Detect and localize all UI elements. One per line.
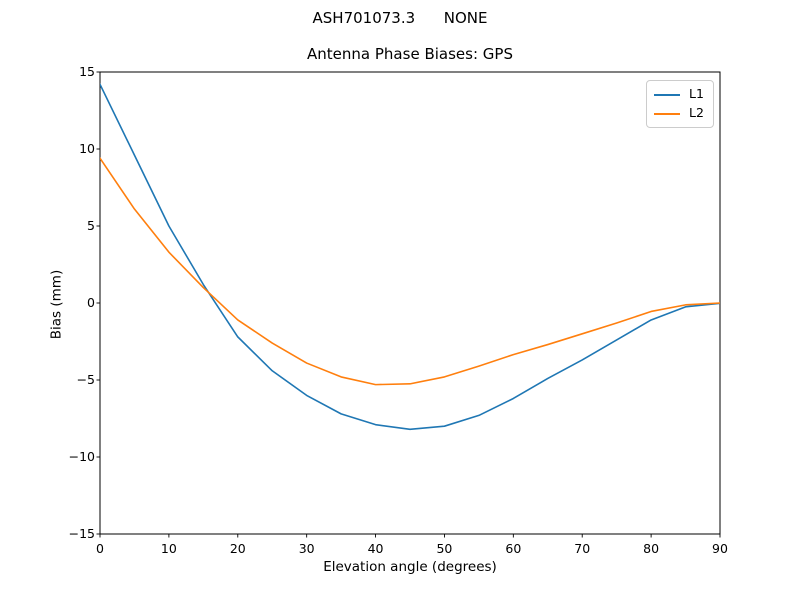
legend: L1 L2 (646, 80, 714, 128)
x-tick-label: 90 (712, 541, 728, 556)
x-tick-label: 30 (298, 541, 315, 556)
l2-line-swatch (654, 112, 680, 115)
y-tick-label: −5 (76, 372, 95, 387)
x-tick-label: 60 (505, 541, 522, 556)
axes-spines (99, 71, 721, 535)
y-tick-label: 15 (79, 64, 95, 79)
legend-label-l1: L1 (689, 86, 704, 102)
l1-line-swatch (654, 93, 680, 96)
x-tick-label: 50 (436, 541, 453, 556)
y-tick-label: −15 (68, 526, 95, 541)
x-tick-label: 80 (643, 541, 660, 556)
legend-item-l1: L1 (647, 85, 713, 104)
y-tick-label: −10 (68, 449, 95, 464)
x-tick-label: 0 (96, 541, 104, 556)
x-tick-label: 20 (229, 541, 246, 556)
figure-suptitle: ASH701073.3 NONE (312, 9, 488, 27)
axes-title: Antenna Phase Biases: GPS (307, 45, 513, 63)
l1-line (100, 83, 720, 431)
legend-label-l2: L2 (689, 105, 704, 121)
y-tick-label: 5 (87, 218, 95, 233)
legend-item-l2: L2 (647, 104, 713, 123)
x-tick-label: 40 (367, 541, 384, 556)
x-axis-label: Elevation angle (degrees) (323, 559, 497, 575)
y-tick-label: 10 (79, 141, 95, 156)
x-tick-label: 70 (574, 541, 591, 556)
x-tick-label: 10 (160, 541, 177, 556)
l2-line (100, 157, 720, 386)
y-tick-label: 0 (87, 295, 95, 310)
